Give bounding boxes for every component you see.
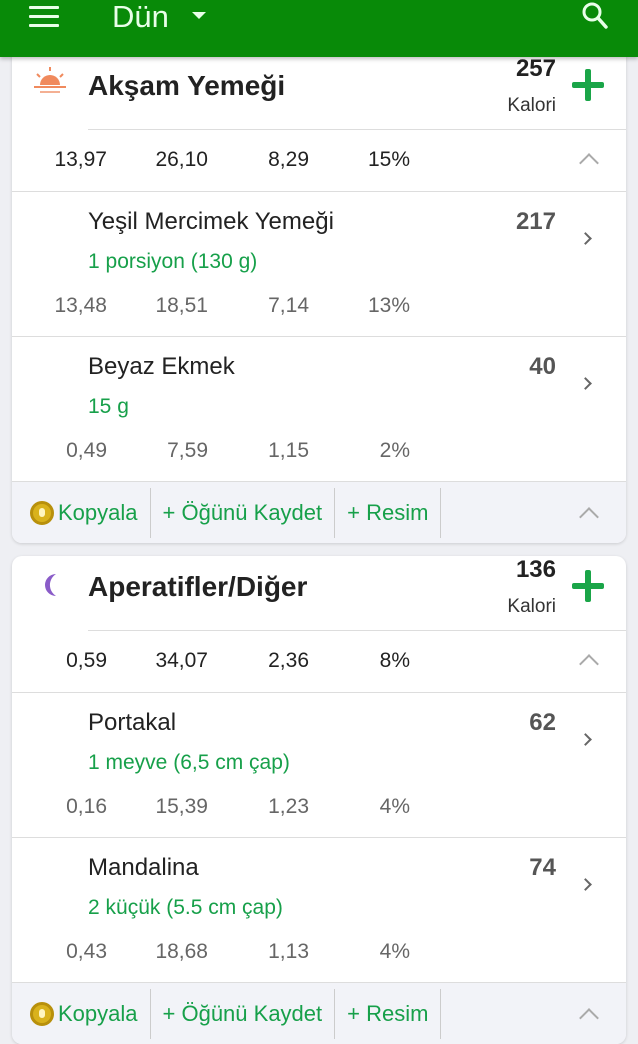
chevron-right-icon [579, 377, 592, 390]
nutrient-value: 13% [367, 294, 410, 317]
food-name: Portakal [88, 709, 177, 736]
chevron-right-icon [579, 733, 592, 746]
meal-calories: 257 [515, 55, 556, 82]
nutrient-value: 4% [379, 940, 410, 963]
search-icon[interactable] [582, 2, 608, 30]
chevron-up-icon[interactable] [579, 153, 599, 173]
nutrient-value: 2% [379, 439, 410, 462]
divider [88, 630, 626, 631]
food-portion: 15 g [88, 395, 129, 418]
food-item[interactable]: Yeşil Mercimek Yemeği 1 porsiyon (130 g)… [12, 192, 626, 337]
nutrient-value: 18,51 [155, 294, 208, 317]
copy-button[interactable]: Kopyala [12, 988, 151, 1039]
meal-card: Akşam Yemeği 257 Kalori 13,97 26,10 8,29 15… [12, 0, 626, 543]
add-photo-button[interactable]: + Resim [335, 988, 442, 1039]
chevron-right-icon [579, 878, 592, 891]
nutrient-value: 7,14 [268, 294, 309, 317]
nutrient-value: 4% [379, 795, 410, 818]
nutrient-value: 0,16 [66, 795, 107, 818]
meal-card: Aperatifler/Diğer 136 Kalori 0,59 34,07 2,… [12, 556, 626, 1044]
food-item[interactable]: Beyaz Ekmek 15 g 40 0,49 7,59 1,15 2% [12, 337, 626, 482]
meal-name: Akşam Yemeği [88, 70, 286, 101]
meal-totals: 13,97 26,10 8,29 15% [12, 130, 626, 192]
food-item[interactable]: Portakal 1 meyve (6,5 cm çap) 62 0,16 15,… [12, 693, 626, 838]
dropdown-caret-icon[interactable] [192, 12, 206, 19]
nutrient-value: 15,39 [155, 795, 208, 818]
nutrient-value: 34,07 [155, 649, 208, 672]
meal-name: Aperatifler/Diğer [88, 571, 308, 602]
food-portion: 1 porsiyon (130 g) [88, 250, 258, 273]
food-calories: 62 [529, 709, 556, 736]
nutrient-value: 13,97 [54, 148, 107, 171]
divider [88, 129, 626, 130]
calorie-label: Kalori [507, 95, 556, 116]
meal-totals: 0,59 34,07 2,36 8% [12, 631, 626, 693]
chevron-right-icon [579, 232, 592, 245]
nutrient-value: 26,10 [155, 148, 208, 171]
nutrient-value: 1,15 [268, 439, 309, 462]
app-bar: Dün [0, 0, 638, 57]
meal-header[interactable]: Akşam Yemeği 257 Kalori [12, 0, 626, 130]
coin-icon [30, 500, 54, 525]
nutrient-value: 0,59 [66, 649, 107, 672]
copy-label: Kopyala [58, 1000, 138, 1026]
meal-calories: 136 [515, 556, 556, 583]
food-name: Mandalina [88, 854, 199, 881]
nutrient-value: 0,49 [66, 439, 107, 462]
food-name: Beyaz Ekmek [88, 353, 235, 380]
menu-icon[interactable] [29, 6, 59, 28]
meal-footer: Kopyala + Öğünü Kaydet + Resim [12, 983, 626, 1044]
nutrient-value: 2,36 [268, 649, 309, 672]
chevron-up-icon[interactable] [579, 1008, 599, 1028]
food-portion: 2 küçük (5.5 cm çap) [88, 896, 283, 919]
nutrient-value: 8,29 [268, 148, 309, 171]
meal-footer: Kopyala + Öğünü Kaydet + Resim [12, 482, 626, 543]
save-meal-button[interactable]: + Öğünü Kaydet [151, 487, 336, 538]
nutrient-value: 7,59 [167, 439, 208, 462]
moon-icon [45, 574, 56, 596]
nutrient-value: 8% [379, 649, 410, 672]
add-photo-button[interactable]: + Resim [335, 487, 442, 538]
add-food-button[interactable] [572, 69, 604, 101]
food-portion: 1 meyve (6,5 cm çap) [88, 751, 290, 774]
nutrient-value: 13,48 [54, 294, 107, 317]
sunset-icon [34, 67, 66, 93]
nutrient-value: 0,43 [66, 940, 107, 963]
chevron-up-icon[interactable] [579, 654, 599, 674]
copy-button[interactable]: Kopyala [12, 487, 151, 538]
date-selector[interactable]: Dün [112, 0, 169, 34]
save-meal-button[interactable]: + Öğünü Kaydet [151, 988, 336, 1039]
nutrient-value: 18,68 [155, 940, 208, 963]
food-calories: 217 [515, 208, 556, 235]
nutrient-value: 15% [367, 148, 410, 171]
nutrient-value: 1,13 [268, 940, 309, 963]
food-name: Yeşil Mercimek Yemeği [88, 208, 334, 235]
meal-header[interactable]: Aperatifler/Diğer 136 Kalori [12, 556, 626, 631]
calorie-label: Kalori [507, 596, 556, 617]
copy-label: Kopyala [58, 499, 138, 525]
food-calories: 40 [529, 353, 556, 380]
chevron-up-icon[interactable] [579, 507, 599, 527]
add-food-button[interactable] [572, 570, 604, 602]
nutrient-value: 1,23 [268, 795, 309, 818]
coin-icon [30, 1001, 54, 1026]
food-calories: 74 [529, 854, 556, 881]
food-item[interactable]: Mandalina 2 küçük (5.5 cm çap) 74 0,43 18… [12, 838, 626, 983]
